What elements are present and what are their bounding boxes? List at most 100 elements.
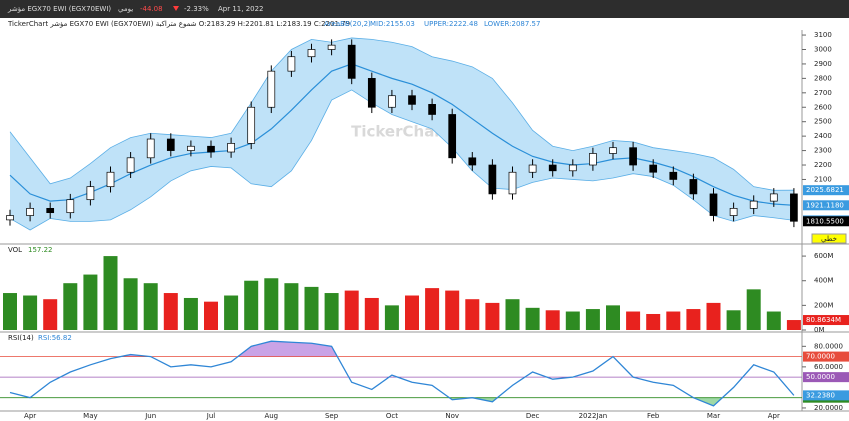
volume-bar (746, 289, 761, 330)
candle-body (26, 207, 34, 216)
candle-body (388, 95, 396, 108)
y-tick-label: 2900 (814, 60, 832, 68)
rsi-marker-box (803, 390, 849, 401)
rsi-line (9, 340, 795, 407)
volume-bar (244, 280, 259, 330)
price-marker-box (803, 315, 849, 326)
upper-band (9, 37, 794, 191)
volume-bar (83, 274, 98, 330)
y-tick-label: 400M (814, 277, 833, 285)
y-tick-label: 600M (814, 252, 833, 260)
volume-bar (465, 299, 480, 330)
vol-title: VOL (8, 246, 22, 254)
volume-bar (123, 278, 138, 330)
y-tick-label: 2700 (814, 89, 832, 97)
candle-body (86, 186, 95, 201)
x-tick-label: Nov (445, 412, 459, 420)
y-tick-label: 200M (814, 301, 833, 309)
candle-body (307, 49, 316, 58)
candle-body (126, 157, 135, 173)
title-bar (0, 0, 849, 18)
y-tick-label: 0M (814, 326, 825, 334)
candle-body (347, 44, 356, 79)
indicator: AreaBB(20,2) (324, 20, 371, 28)
candle-body (46, 207, 55, 214)
y-tick-label: 80.0000 (814, 342, 843, 350)
overbought-fill (120, 341, 338, 357)
info-line: TickerChart مؤشر EGX70 EWI (EGX70EWI) شم… (7, 20, 350, 28)
y-tick-label: 2600 (814, 103, 832, 111)
candle-body (207, 145, 215, 153)
candle-body (146, 138, 155, 159)
price-marker-label: 1810.5500 (806, 217, 844, 225)
y-tick-label: 2200 (814, 161, 832, 169)
x-tick-label: 2022Jan (579, 412, 608, 420)
volume-bar (706, 302, 721, 330)
volume-bar (505, 299, 520, 330)
volume-bar (304, 286, 319, 330)
volume-bar (364, 297, 379, 330)
volume-bar (545, 310, 560, 330)
volume-bar (183, 297, 198, 330)
candle-body (629, 147, 637, 166)
middle-band (9, 63, 794, 206)
vol-current: 157.22 (28, 246, 53, 254)
price-marker-label: 2025.6821 (806, 186, 844, 194)
volume-bar (163, 293, 178, 330)
candle-body (508, 171, 517, 195)
down-arrow (173, 6, 179, 11)
y-tick-label: 2800 (814, 74, 832, 82)
candle-body (669, 171, 678, 180)
line-badge: خطي (821, 235, 837, 243)
candle-body (689, 179, 698, 195)
volume-bar (585, 309, 600, 330)
volume-bar (63, 283, 78, 330)
y-tick-label: 2300 (814, 147, 832, 155)
candle-body (568, 164, 577, 172)
candle-body (428, 104, 436, 115)
lower-band (9, 89, 794, 231)
price-marker-label: 1921.1180 (806, 201, 844, 209)
candle-body (6, 215, 14, 221)
volume-bar (284, 283, 299, 330)
candle-body (327, 44, 336, 50)
volume-bar (626, 311, 641, 330)
candle-body (247, 106, 256, 144)
period: يومي (118, 5, 133, 13)
price-marker-label: 50.0000 (806, 373, 835, 381)
title: مؤشر EGX70 EWI (EGX70EWI) (7, 5, 111, 13)
volume-bar (103, 256, 118, 330)
y-tick-label: 2400 (814, 132, 832, 140)
x-tick-label: Apr (768, 412, 780, 420)
volume-bar (666, 311, 681, 330)
watermark: TickerChart (351, 123, 449, 141)
candle-body (106, 171, 115, 188)
date: Apr 11, 2022 (218, 5, 264, 13)
candle-body (468, 157, 477, 166)
y-tick-label: 2500 (814, 118, 832, 126)
candle-body (66, 199, 75, 214)
rsi-title: RSI(14) (8, 334, 34, 342)
volume-bar (143, 283, 158, 330)
x-tick-label: Sep (325, 412, 339, 420)
candle-body (408, 95, 416, 105)
y-tick-label: 3100 (814, 31, 832, 39)
price-marker-box (803, 372, 849, 383)
candle-body (448, 114, 457, 159)
volume-bar (606, 305, 620, 330)
volume-bar (344, 290, 359, 330)
change-pct: -2.33% (184, 5, 209, 13)
volume-bar (23, 295, 38, 330)
x-tick-label: Feb (647, 412, 660, 420)
price-marker-box (803, 351, 849, 362)
candle-body (649, 164, 658, 173)
x-tick-label: Oct (386, 412, 398, 420)
y-tick-label: 3000 (814, 45, 832, 53)
y-tick-label: 2100 (814, 175, 832, 183)
volume-bar (324, 293, 339, 330)
oversold-fill (10, 397, 794, 406)
volume-bar (224, 295, 239, 330)
rsi-current: RSI:56.82 (38, 334, 72, 342)
x-tick-label: Apr (24, 412, 36, 420)
